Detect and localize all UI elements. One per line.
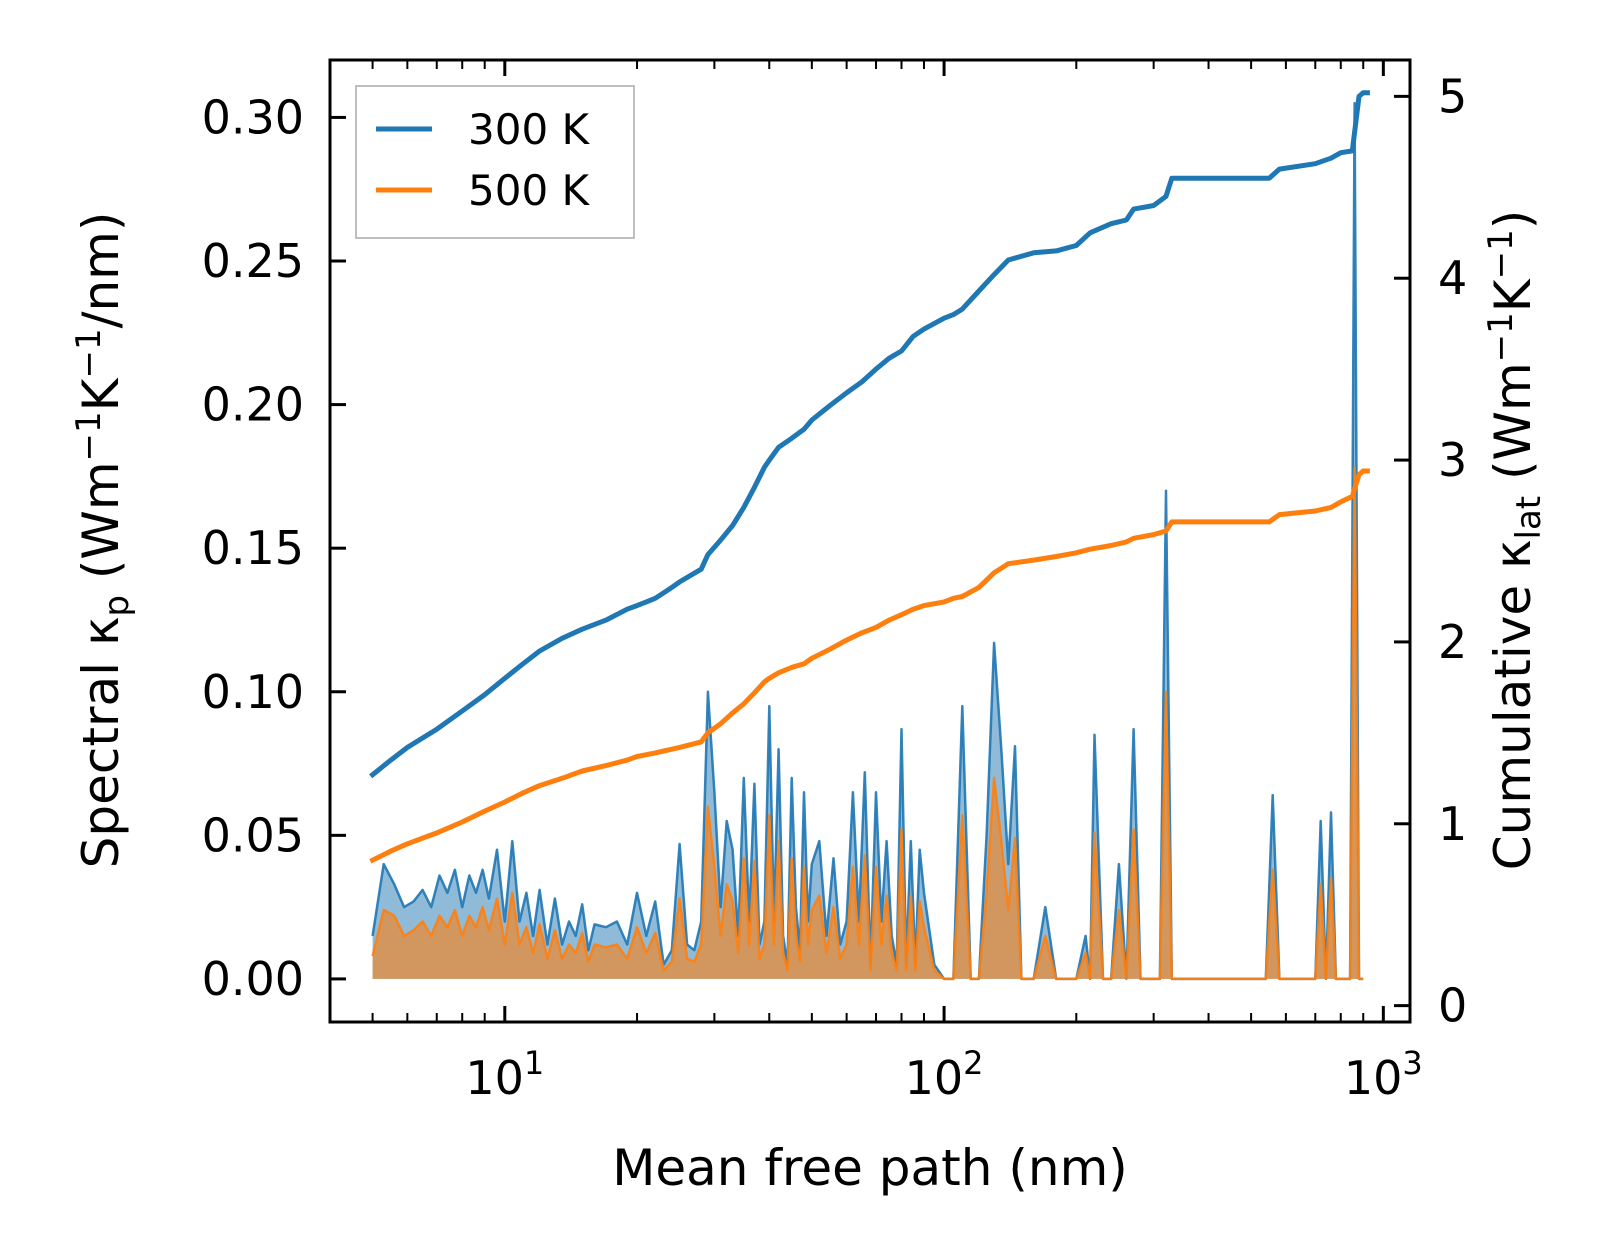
y-right-label-part: (Wm [1484,362,1542,496]
x-tick-base: 10 [905,1051,964,1105]
y-left-tick-label: 0.20 [202,378,304,432]
spectral-line-300k [371,101,1364,981]
y-left-tick-label: 0.10 [202,665,304,719]
y-right-label-sub: lat [1509,496,1549,540]
y-right-tick-label: 5 [1438,69,1467,123]
legend: 300 K 500 K [355,85,635,239]
y-right-tick-label: 4 [1438,251,1467,305]
spectral-area-500k [372,467,1364,979]
y-right-label-sup: −1 [1481,312,1521,362]
y-left-tick-label: 0.30 [202,90,304,144]
y-right-axis-label: Cumulative κlat (Wm−1K−1) [1481,210,1549,870]
spectral-area-300k [372,103,1364,979]
x-tick-label: 102 [905,1044,984,1105]
y-right-tick-label: 0 [1438,979,1467,1033]
y-left-label-part: Spectral κ [72,617,130,869]
cumulative-line-300k [369,90,1370,779]
x-tick-exponent: 1 [524,1044,544,1082]
legend-label-300k: 300 K [468,105,591,154]
y-right-label-part: ) [1484,210,1542,230]
y-right-tick-label: 1 [1438,797,1467,851]
y-left-tick-label: 0.00 [202,952,304,1006]
legend-label-500k: 500 K [468,166,591,215]
y-left-tick-label: 0.15 [202,521,304,575]
x-tick-exponent: 2 [963,1044,983,1082]
x-tick-exponent: 3 [1402,1044,1422,1082]
y-right-label-part: Cumulative κ [1484,539,1542,870]
x-tick-label: 103 [1344,1044,1423,1105]
x-tick-base: 10 [1344,1051,1403,1105]
x-axis-label: Mean free path (nm) [612,1139,1128,1197]
y-left-tick-label: 0.25 [202,234,304,288]
cumulative-line-layer [369,90,1370,864]
x-tick-base: 10 [465,1051,524,1105]
x-tick-label: 101 [465,1044,544,1105]
y-right-tick-label: 3 [1438,433,1467,487]
plot-frame [328,58,1412,1024]
y-left-label-sup: −1 [69,411,109,461]
y-right-label-part: K [1484,278,1542,312]
y-right-label-sup: −1 [1481,229,1521,279]
spectral-line-500k [371,466,1364,981]
y-left-tick-label: 0.05 [202,808,304,862]
spectral-area-layer [371,101,1364,981]
y-left-label-part: K [72,377,130,411]
y-left-label-part: (Wm [72,461,130,595]
y-left-label-sub: p [97,595,137,617]
cumulative-line-500k [369,468,1370,864]
legend-box [355,85,635,239]
y-right-tick-label: 2 [1438,615,1467,669]
y-left-label-sup: −1 [69,328,109,378]
y-left-label-part: /nm) [72,212,130,329]
y-left-axis-label: Spectral κp (Wm−1K−1/nm) [69,212,137,869]
